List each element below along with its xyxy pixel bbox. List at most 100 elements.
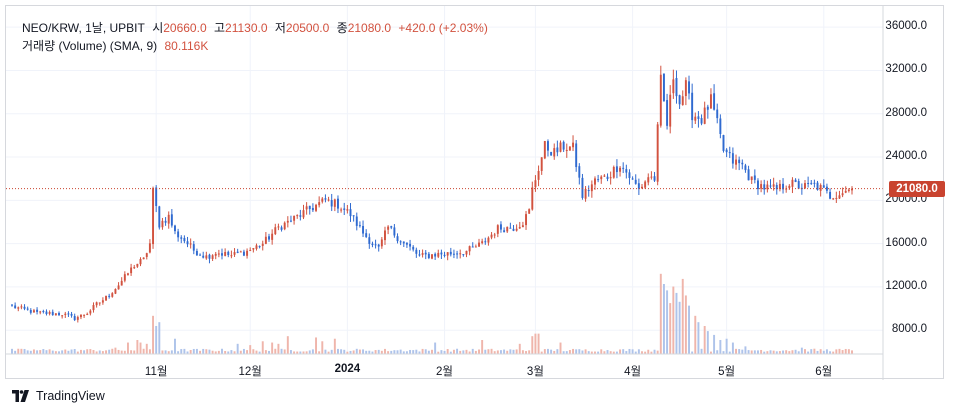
volume-bar	[487, 349, 490, 354]
candle-body	[280, 227, 283, 230]
candle	[810, 179, 813, 185]
candle	[662, 73, 665, 102]
candle-body	[603, 175, 606, 177]
candle-body	[324, 198, 327, 200]
candle-body	[167, 214, 170, 224]
candle	[76, 315, 79, 323]
volume-bar	[603, 351, 606, 354]
candle-body	[484, 241, 487, 243]
candle	[155, 185, 158, 213]
candle	[503, 227, 506, 233]
candle	[92, 302, 95, 313]
candle	[271, 229, 274, 245]
candle	[772, 177, 775, 191]
candle	[152, 186, 155, 249]
candle-body	[594, 178, 596, 185]
volume-bar	[706, 331, 709, 354]
tradingview-brand[interactable]: TradingView	[12, 389, 105, 403]
candle-body	[778, 183, 781, 190]
candle-body	[440, 252, 443, 255]
candle	[534, 175, 537, 192]
plot-area[interactable]	[6, 6, 945, 380]
volume-bar	[659, 273, 662, 354]
candle-body	[368, 237, 371, 244]
high-label: 고	[213, 21, 226, 35]
candle	[449, 247, 452, 257]
candle-body	[311, 208, 314, 211]
candle	[352, 215, 355, 222]
volume-bar	[17, 348, 20, 354]
volume-bar	[170, 350, 173, 354]
candle-body	[405, 242, 408, 245]
candle-body	[29, 310, 32, 313]
candle-body	[684, 80, 687, 97]
candle	[136, 263, 139, 268]
candle	[550, 151, 553, 156]
volume-bar	[352, 350, 355, 354]
candle	[669, 85, 672, 134]
candle-body	[42, 311, 45, 313]
candle-body	[819, 185, 822, 191]
candle	[556, 140, 559, 157]
volume-bar	[402, 351, 405, 354]
candle-body	[662, 73, 665, 102]
candle	[330, 193, 333, 212]
candle-body	[750, 176, 753, 181]
y-tick-label: 8000.0	[891, 323, 927, 336]
candle-body	[772, 184, 775, 187]
candle-body	[202, 255, 205, 258]
volume-bar	[537, 333, 540, 354]
candle-body	[54, 313, 57, 316]
candle-body	[233, 252, 236, 255]
candle	[180, 235, 183, 244]
candle	[738, 156, 741, 171]
candle-body	[409, 243, 412, 247]
candle	[293, 215, 296, 225]
volume-bar	[268, 350, 270, 354]
candle-body	[289, 220, 292, 222]
candle	[459, 249, 462, 259]
candle-body	[195, 250, 198, 256]
candle	[841, 187, 844, 198]
candle	[183, 235, 186, 244]
candle	[578, 163, 581, 185]
volume-bar	[625, 351, 628, 354]
candle	[70, 311, 73, 318]
candle	[688, 75, 690, 100]
volume-bar	[189, 349, 192, 354]
candle	[384, 226, 386, 245]
candle-body	[481, 241, 484, 244]
candle	[427, 251, 430, 260]
volume-bar	[741, 349, 744, 354]
volume-bar	[484, 349, 487, 354]
volume-bar	[142, 348, 145, 354]
candle-body	[95, 302, 98, 306]
candle-body	[841, 193, 844, 196]
volume-bar	[23, 348, 26, 354]
candle-body	[199, 254, 202, 256]
candle-body	[23, 306, 26, 309]
candle	[387, 225, 390, 235]
candle-body	[641, 186, 643, 189]
candle-body	[568, 146, 571, 151]
volume-bar	[782, 350, 785, 354]
chart-frame[interactable]: NEO/KRW, 1날, UPBIT 시20660.0 고21130.0 저20…	[5, 5, 945, 380]
candle	[637, 178, 640, 195]
volume-bar	[731, 342, 734, 354]
candle	[148, 239, 151, 254]
volume-bar	[581, 350, 584, 354]
volume-bar	[318, 351, 321, 354]
candle	[594, 176, 596, 190]
volume-bar	[377, 349, 380, 354]
candle-body	[703, 107, 706, 124]
volume-bar	[772, 350, 775, 354]
candle	[851, 186, 853, 195]
candle-body	[509, 227, 512, 229]
volume-bar	[117, 349, 120, 354]
candle-body	[371, 243, 374, 245]
candle	[158, 205, 161, 230]
volume-bar	[86, 349, 89, 354]
candle	[512, 225, 515, 232]
candle-body	[321, 198, 324, 202]
candle	[246, 248, 249, 259]
